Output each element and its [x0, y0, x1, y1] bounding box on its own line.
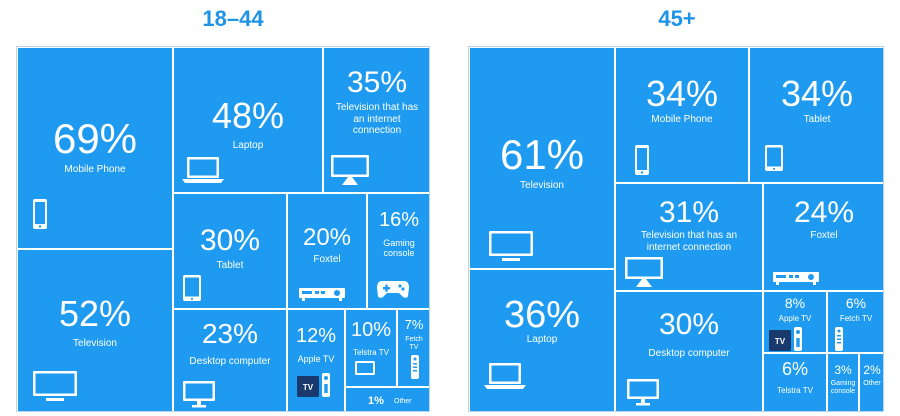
category-label: Foxtel: [810, 230, 838, 241]
tile-tablet: 34% Tablet: [749, 47, 883, 183]
category-label: Foxtel: [313, 254, 341, 265]
tile-fetch-tv: 6% Fetch TV: [827, 291, 883, 353]
tile-foxtel: 20% Foxtel: [287, 193, 367, 309]
tile-television: 61% Television: [469, 47, 615, 269]
value-label: 48%: [211, 95, 285, 136]
smart-tv-icon: [330, 154, 370, 186]
value-label: 7%: [404, 317, 424, 332]
tile-apple-tv: 8% Apple TV TV: [763, 291, 827, 353]
category-label: Tablet: [216, 260, 244, 271]
tile-laptop: 48% Laptop: [173, 47, 323, 193]
category-label: Other: [863, 380, 881, 387]
tile-apple-tv: 12% Apple TV TV: [287, 309, 345, 411]
category-label: Television: [73, 338, 117, 349]
category-label: Fetch TV: [839, 314, 873, 323]
value-label: 31%: [658, 196, 720, 229]
category-label: Telstra TV: [777, 386, 813, 395]
category-label: Television: [520, 180, 564, 191]
tile-gaming-console: 3% Gaming console: [827, 353, 859, 411]
value-label: 61%: [499, 131, 585, 178]
value-label: 2%: [863, 363, 881, 377]
tile-telstra-tv: 6% Telstra TV: [763, 353, 827, 411]
tile-desktop-computer: 23% Desktop computer: [173, 309, 287, 411]
tile-mobile-phone: 69% Mobile Phone: [17, 47, 173, 249]
category-label: Apple TV: [297, 354, 335, 364]
tile-foxtel: 24% Foxtel: [763, 183, 883, 291]
value-label: 69%: [52, 115, 138, 162]
tile-television-that-has-an-internet-connection: 35% Television that has an internet conne…: [323, 47, 429, 193]
remote-icon: [834, 326, 844, 352]
treemap-18-44: 69% Mobile Phone 52% Television 48% Laptop 35%…: [16, 46, 430, 412]
monitor-icon: [182, 380, 216, 408]
remote-icon: [410, 354, 420, 380]
value-label: 30%: [199, 224, 261, 257]
tile-television-that-has-an-internet-connection: 31% Television that has an internet conne…: [615, 183, 763, 291]
chart-title-18-44: 18–44: [202, 6, 264, 31]
set-top-box-icon: [298, 286, 346, 302]
value-label: 23%: [201, 318, 259, 349]
category-label: Television that has an internet connecti…: [335, 102, 419, 136]
tile-desktop-computer: 30% Desktop computer: [615, 291, 763, 411]
tile-telstra-tv: 10% Telstra TV: [345, 309, 397, 387]
category-label: Other: [394, 398, 412, 405]
laptop-icon: [182, 156, 224, 184]
chart-title-45-plus: 45+: [658, 6, 696, 31]
value-label: 3%: [834, 363, 852, 377]
value-label: 36%: [503, 294, 581, 336]
television-icon: [32, 370, 78, 402]
category-label: Gaming console: [383, 238, 415, 259]
television-icon: [488, 230, 534, 262]
category-label: Desktop computer: [648, 348, 730, 359]
value-label: 16%: [378, 209, 420, 231]
tile-gaming-console: 16% Gaming console: [367, 193, 429, 309]
apple-tv-box-text: TV: [775, 337, 786, 346]
mobile-phone-icon: [634, 144, 650, 176]
value-label: 52%: [58, 293, 132, 334]
treemap-45-plus: 61% Television 36% Laptop 34% Mobile Phone 34%…: [468, 46, 884, 412]
tile-laptop: 36% Laptop: [469, 269, 615, 411]
tile-tablet: 30% Tablet: [173, 193, 287, 309]
set-top-box-icon: [772, 270, 820, 286]
value-label: 35%: [346, 66, 408, 99]
smart-tv-icon: [624, 256, 664, 288]
tile-fetch-tv: 7% Fetch TV: [397, 309, 429, 387]
category-label: Apple TV: [778, 314, 812, 323]
laptop-icon: [484, 362, 526, 390]
tile-other: 2% Other: [859, 353, 883, 411]
tile-television: 52% Television: [17, 249, 173, 411]
apple-tv-icon: TV: [296, 372, 332, 398]
mobile-phone-icon: [32, 198, 48, 230]
value-label: 12%: [295, 325, 337, 347]
category-label: Laptop: [526, 334, 558, 345]
apple-tv-icon: TV: [768, 326, 804, 352]
value-label: 34%: [645, 73, 719, 114]
category-label: Fetch TV: [405, 336, 423, 352]
value-label: 24%: [793, 196, 855, 229]
tile-other: 1% Other: [345, 387, 429, 411]
category-label: Television that has an internet connecti…: [640, 230, 738, 253]
value-label: 8%: [784, 295, 806, 311]
category-label: Telstra TV: [353, 348, 389, 357]
value-label: 1%: [368, 395, 384, 407]
value-label: 6%: [781, 359, 808, 379]
value-label: 10%: [350, 319, 392, 341]
category-label: Mobile Phone: [651, 114, 713, 125]
category-label: Laptop: [232, 140, 264, 151]
value-label: 20%: [302, 224, 352, 251]
category-label: Mobile Phone: [64, 164, 126, 175]
category-label: Desktop computer: [189, 356, 271, 367]
tablet-icon: [182, 274, 202, 302]
category-label: Tablet: [803, 114, 831, 125]
telstra-tv-icon: [354, 360, 376, 376]
value-label: 6%: [845, 295, 867, 311]
value-label: 30%: [658, 308, 720, 341]
apple-tv-box-text: TV: [303, 383, 314, 392]
tile-mobile-phone: 34% Mobile Phone: [615, 47, 749, 183]
monitor-icon: [626, 378, 660, 406]
gamepad-icon: [376, 278, 410, 300]
category-label: Gaming console: [830, 380, 856, 396]
tablet-icon: [764, 144, 784, 172]
value-label: 34%: [780, 73, 854, 114]
